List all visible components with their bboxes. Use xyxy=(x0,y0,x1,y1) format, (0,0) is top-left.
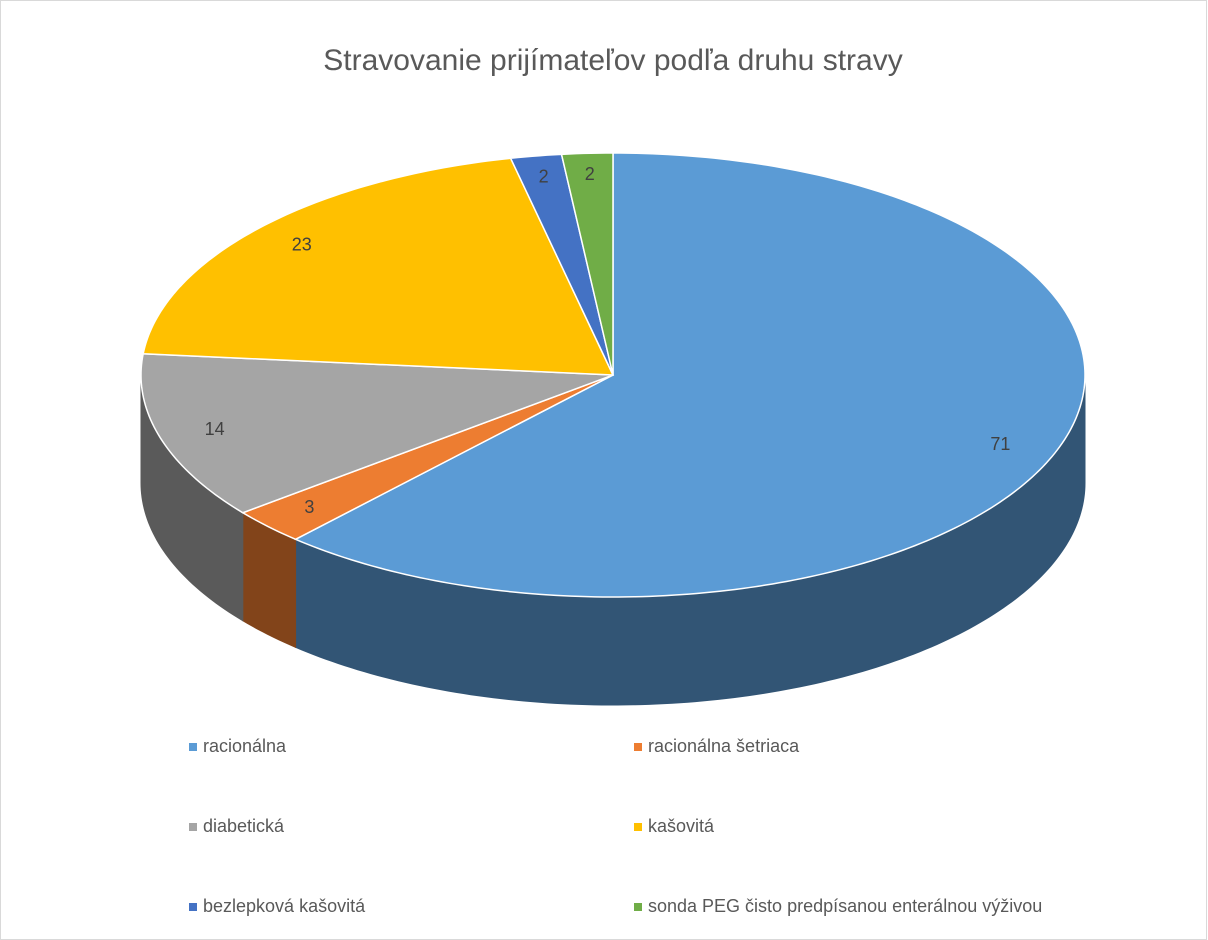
legend-marker xyxy=(189,743,197,751)
legend-label: diabetická xyxy=(203,816,285,836)
pie-slice xyxy=(509,153,614,376)
pie-slice xyxy=(560,152,614,376)
pie-slice xyxy=(293,152,1086,598)
data-label: 23 xyxy=(292,234,312,254)
legend-marker xyxy=(189,823,197,831)
data-label: 3 xyxy=(304,497,314,517)
legend-marker xyxy=(189,903,197,911)
legend-marker xyxy=(634,903,642,911)
legend-label: bezlepková kašovitá xyxy=(203,896,366,916)
pie-slice xyxy=(140,353,614,514)
legend-label: racionálna xyxy=(203,736,287,756)
legend-marker xyxy=(634,743,642,751)
pie-slice xyxy=(142,157,615,376)
data-label: 14 xyxy=(205,419,225,439)
pie-slice xyxy=(241,374,614,541)
data-label: 2 xyxy=(539,167,549,187)
legend-label: kašovitá xyxy=(648,816,715,836)
legend-label: sonda PEG čisto predpísanou enterálnou v… xyxy=(648,896,1042,916)
chart-title: Stravovanie prijímateľov podľa druhu str… xyxy=(323,44,902,77)
data-label: 2 xyxy=(585,164,595,184)
legend-label: racionálna šetriaca xyxy=(648,736,800,756)
data-label: 71 xyxy=(990,434,1010,454)
legend-marker xyxy=(634,823,642,831)
